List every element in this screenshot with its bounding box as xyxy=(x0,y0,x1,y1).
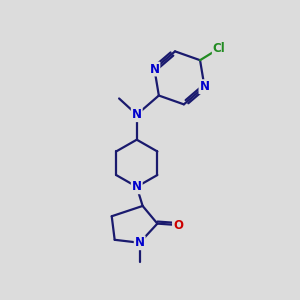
Text: Cl: Cl xyxy=(213,42,226,55)
Text: N: N xyxy=(132,108,142,121)
Text: N: N xyxy=(200,80,209,93)
Text: N: N xyxy=(132,180,142,193)
Text: O: O xyxy=(173,219,183,232)
Text: N: N xyxy=(135,236,145,249)
Text: N: N xyxy=(149,62,159,76)
